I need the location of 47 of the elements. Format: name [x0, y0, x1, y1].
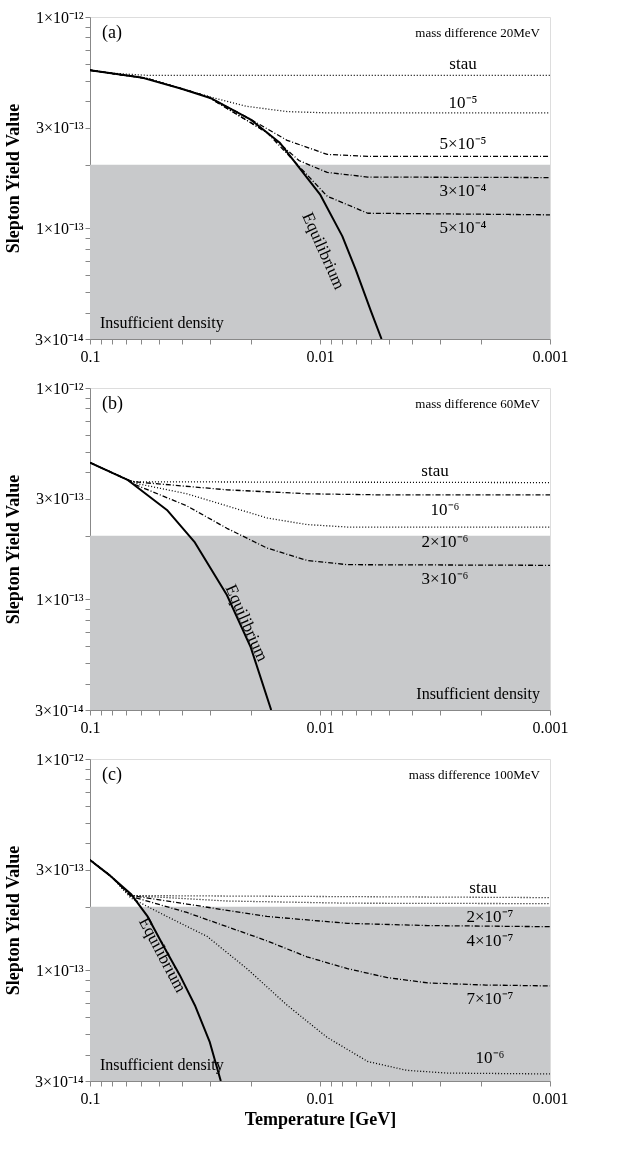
y-tick-label: 3×10⁻¹⁴ — [35, 330, 84, 348]
y-tick-label: 1×10⁻¹³ — [35, 961, 84, 979]
y-tick-label: 1×10⁻¹² — [35, 750, 84, 768]
y-tick-label: 1×10⁻¹² — [35, 8, 84, 26]
y-tick-label: 3×10⁻¹⁴ — [35, 701, 84, 719]
annotation: mass difference 100MeV — [408, 767, 541, 782]
series-label: 10⁻⁶ — [430, 499, 460, 519]
x-tick-label: 0.01 — [306, 718, 335, 736]
x-tick-label: 0.1 — [80, 718, 101, 736]
series-label: stau — [469, 877, 498, 897]
annotation: (a) — [102, 22, 122, 43]
x-tick-label: 0.01 — [306, 347, 335, 365]
x-axis-title: Temperature [GeV] — [244, 1108, 397, 1129]
annotation: mass difference 20MeV — [415, 25, 541, 40]
y-tick-label: 1×10⁻¹³ — [35, 590, 84, 608]
band-label: Insufficient density — [100, 314, 224, 332]
series-label: 2×10⁻⁶ — [421, 532, 469, 552]
y-tick-label: 3×10⁻¹³ — [35, 490, 84, 508]
series-label: stau — [421, 460, 450, 480]
x-tick-label: 0.001 — [532, 347, 569, 365]
series-label: 5×10⁻⁴ — [439, 217, 487, 237]
y-tick-label: 3×10⁻¹⁴ — [35, 1072, 84, 1090]
y-axis-title: Slepton Yield Value — [3, 845, 24, 996]
y-tick-label: 3×10⁻¹³ — [35, 861, 84, 879]
series-label: stau — [449, 54, 478, 74]
x-tick-label: 0.001 — [532, 718, 569, 736]
series-label: 10⁻⁶ — [475, 1047, 505, 1067]
x-tick-label: 0.1 — [80, 347, 101, 365]
y-axis-title: Slepton Yield Value — [3, 474, 24, 625]
y-tick-label: 1×10⁻¹³ — [35, 219, 84, 237]
series-label: 2×10⁻⁷ — [466, 906, 514, 926]
annotation: (c) — [102, 764, 122, 785]
x-tick-label: 0.001 — [532, 1089, 569, 1107]
series-label: 10⁻⁵ — [448, 92, 478, 112]
x-tick-label: 0.1 — [80, 1089, 101, 1107]
annotation: mass difference 60MeV — [415, 396, 541, 411]
band-label: Insufficient density — [416, 685, 540, 703]
y-tick-label: 3×10⁻¹³ — [35, 119, 84, 137]
y-axis-title: Slepton Yield Value — [3, 103, 24, 254]
y-tick-label: 1×10⁻¹² — [35, 379, 84, 397]
series-label: 3×10⁻⁶ — [421, 569, 469, 589]
annotation: (b) — [102, 393, 123, 414]
x-tick-label: 0.01 — [306, 1089, 335, 1107]
series-label: 4×10⁻⁷ — [466, 930, 514, 950]
series-label: 5×10⁻⁵ — [439, 134, 487, 154]
series-label: 3×10⁻⁴ — [439, 180, 487, 200]
series-label: 7×10⁻⁷ — [466, 988, 514, 1008]
